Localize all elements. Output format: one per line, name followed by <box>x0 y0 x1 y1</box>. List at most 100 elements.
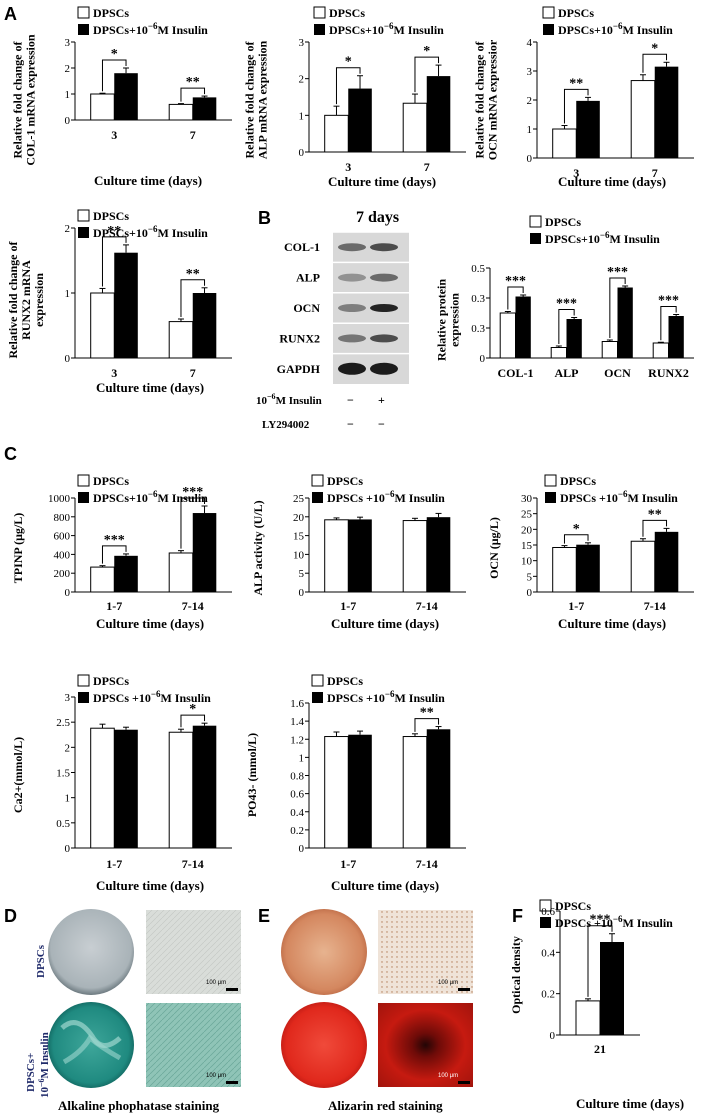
blot-band <box>370 273 398 282</box>
bar-dpscs <box>324 736 349 849</box>
y-tick-label: 0 <box>299 147 305 159</box>
x-tick-label: 3 <box>111 128 117 142</box>
panel-label-b: B <box>258 208 271 228</box>
y-axis-label: Relative fold change of <box>11 41 25 159</box>
blot-band-label: COL-1 <box>284 240 320 254</box>
y-axis-label: expression <box>448 293 462 347</box>
y-tick-label: 1 <box>299 110 305 122</box>
legend-swatch-insulin <box>530 233 541 244</box>
legend-label-dpscs: DPSCs <box>329 6 365 20</box>
y-axis-label: RUNX2 mRNA <box>19 260 33 340</box>
blot-band <box>338 243 366 252</box>
legend-label-dpscs: DPSCs <box>560 474 596 488</box>
x-tick-label: 7-14 <box>416 857 438 871</box>
y-tick-label: 1.6 <box>290 698 304 710</box>
bar-dpscs <box>168 552 194 593</box>
blot-band <box>370 334 398 343</box>
x-tick-label: 3 <box>111 366 117 380</box>
legend-label-insulin: DPSCs +10−6M Insulin <box>327 689 445 705</box>
bar-insulin <box>566 319 582 358</box>
blot-lane2-ly: − <box>378 417 385 431</box>
x-tick-label: OCN <box>604 366 631 380</box>
bar-dpscs <box>402 520 428 593</box>
blot-title: 7 days <box>356 209 399 226</box>
bar-dpscs <box>324 519 349 593</box>
significance-label: * <box>345 55 352 70</box>
dish-texture <box>62 1034 122 1065</box>
caption-d: Alkaline phophatase staining <box>58 1098 220 1113</box>
significance-bracket <box>180 279 206 317</box>
y-tick-label: 0 <box>299 587 305 599</box>
legend-swatch-insulin <box>314 24 325 35</box>
row-label-insulin-b: 10−6M Insulin <box>37 1032 51 1098</box>
bar-insulin <box>576 100 600 158</box>
significance-label: *** <box>556 297 577 312</box>
x-tick-label: 7-14 <box>182 599 204 613</box>
x-tick-label: 7 <box>190 366 196 380</box>
blot-band <box>338 334 366 343</box>
legend-swatch-dpscs <box>544 474 557 487</box>
y-tick-label: 3 <box>65 692 71 704</box>
y-tick-label: 0 <box>65 587 71 599</box>
bar-dpscs <box>90 727 115 849</box>
y-axis-label: COL-1 mRNA expression <box>24 34 38 165</box>
bar-insulin <box>348 519 372 592</box>
scale-bar <box>458 1081 470 1084</box>
y-tick-label: 0.5 <box>56 818 70 830</box>
y-axis-label: Ca2+(mmol/L) <box>11 737 25 813</box>
y-tick-label: 400 <box>54 549 71 561</box>
x-tick-label: 3 <box>573 166 579 180</box>
legend-label-insulin: DPSCs+10−6M Insulin <box>93 21 208 37</box>
y-tick-label: 800 <box>54 512 71 524</box>
significance-bracket <box>642 519 668 537</box>
bar-dpscs <box>90 566 115 593</box>
blot-band-label: GAPDH <box>277 362 321 376</box>
y-tick-label: 600 <box>54 531 71 543</box>
significance-bracket <box>101 59 127 92</box>
bar-dpscs <box>168 731 194 849</box>
scale-bar <box>458 988 470 991</box>
bar-insulin <box>192 513 217 592</box>
y-tick-label: 0.8 <box>290 771 304 783</box>
y-tick-label: 25 <box>293 493 305 505</box>
y-tick-label: 1000 <box>48 493 71 505</box>
y-tick-label: 3 <box>299 37 305 49</box>
legend-swatch-insulin <box>78 692 89 703</box>
y-tick-label: 1.5 <box>56 768 70 780</box>
caption-e: Alizarin red staining <box>328 1098 443 1113</box>
blot-band <box>338 273 366 282</box>
legend-label-insulin: DPSCs+10−6M Insulin <box>545 230 660 246</box>
x-tick-label: 1-7 <box>568 599 584 613</box>
bar-dpscs <box>324 114 349 153</box>
y-tick-label: 3 <box>65 37 71 49</box>
y-axis-label: Optical density <box>509 936 523 1014</box>
y-tick-label: 0.5 <box>471 263 485 275</box>
bar-insulin <box>348 734 372 848</box>
panel-label-e: E <box>258 906 270 926</box>
blot-band <box>338 304 366 312</box>
significance-label: * <box>111 47 118 62</box>
y-tick-label: 0.6 <box>541 906 555 918</box>
y-axis-label: Relative fold change of <box>6 241 20 359</box>
insulin-alp-dish <box>48 1002 134 1088</box>
y-tick-label: 200 <box>54 568 71 580</box>
legend-label-insulin: DPSCs +10−6M Insulin <box>93 689 211 705</box>
x-tick-label: 1-7 <box>340 857 356 871</box>
y-tick-label: 2 <box>65 63 71 75</box>
scale-label: 100 μm <box>206 1073 226 1079</box>
legend-label-dpscs: DPSCs <box>327 674 363 688</box>
blot-band-label: RUNX2 <box>279 331 320 345</box>
legend-label-dpscs: DPSCs <box>93 6 129 20</box>
dpscs-alp-micrograph <box>146 910 241 994</box>
significance-label: *** <box>658 294 679 309</box>
significance-label: * <box>423 44 430 59</box>
legend-swatch-insulin <box>543 24 554 35</box>
